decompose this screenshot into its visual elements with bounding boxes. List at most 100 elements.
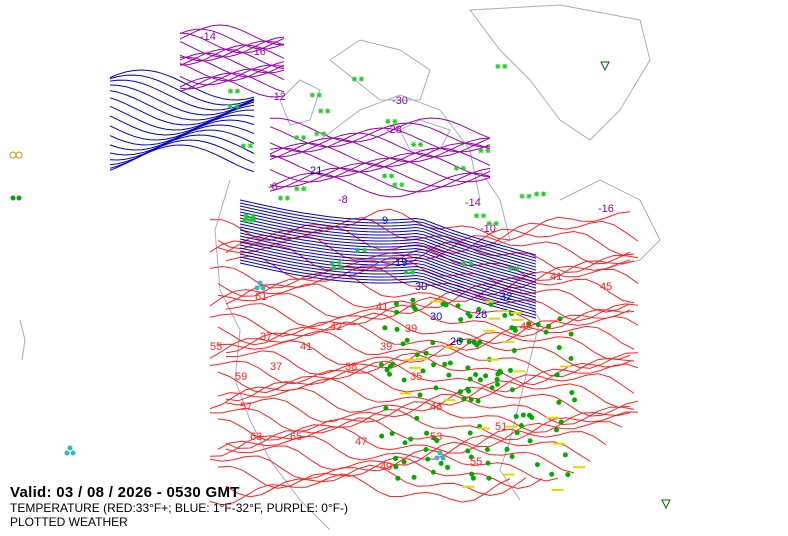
snow-icon — [519, 193, 532, 199]
hail-icon — [70, 450, 76, 456]
rain-dot-icon — [485, 460, 491, 466]
fog-icon — [546, 416, 559, 419]
cold-isotherm — [239, 241, 537, 298]
rain-dot-icon — [401, 377, 407, 383]
rain-dot-icon — [420, 368, 426, 374]
rain-dot-icon — [445, 464, 451, 470]
hail-icon — [434, 455, 440, 461]
contour-label: 30 — [415, 281, 427, 293]
rain-dot-icon — [16, 195, 22, 201]
warm-isotherm — [209, 352, 631, 386]
fog-icon — [559, 365, 572, 368]
fog-icon — [400, 392, 413, 395]
contour-label: 55 — [470, 456, 482, 468]
rain-dot-icon — [494, 381, 500, 387]
rain-dot-icon — [384, 367, 390, 373]
rain-dot-icon — [483, 373, 489, 379]
rain-dot-icon — [502, 313, 508, 319]
contour-label: -8 — [338, 194, 348, 206]
fog-icon — [486, 358, 499, 361]
rain-dot-icon — [486, 475, 492, 481]
fog-icon — [511, 318, 524, 321]
fog-icon — [430, 300, 443, 303]
cold-isotherm — [239, 208, 537, 265]
rain-dot-icon — [509, 325, 515, 331]
hail-icon — [254, 285, 260, 291]
snow-icon — [403, 269, 416, 275]
hail-icon — [440, 455, 446, 461]
contour-label: 32 — [500, 291, 512, 303]
coastline — [499, 289, 541, 501]
contour-label: 47 — [355, 436, 367, 448]
warm-isotherm — [225, 464, 527, 498]
rain-dot-icon — [557, 316, 563, 322]
snow-icon — [329, 260, 342, 266]
rain-dot-icon — [489, 385, 495, 391]
fog-icon — [572, 466, 585, 469]
frigid-isotherm — [269, 127, 491, 153]
contour-label: 19 — [395, 257, 407, 269]
snow-icon — [461, 260, 474, 266]
rain-dot-icon — [447, 360, 453, 366]
contour-label: 41 — [550, 271, 562, 283]
frigid-isotherm — [179, 76, 285, 98]
cold-isotherm — [239, 229, 537, 286]
contour-label: 28 — [475, 309, 487, 321]
warm-isotherm — [217, 409, 639, 441]
valid-time: Valid: 03 / 08 / 2026 - 0530 GMT — [10, 484, 240, 501]
frigid-isotherm — [179, 61, 285, 82]
cold-isotherm — [109, 79, 255, 111]
cold-isotherm — [239, 223, 537, 280]
snow-icon — [382, 173, 395, 179]
fog-icon — [483, 329, 496, 332]
fog-icon — [403, 358, 416, 361]
contour-label: 21 — [310, 165, 322, 177]
coastline — [19, 319, 26, 361]
rain-dot-icon — [488, 301, 494, 307]
shower-icon — [661, 499, 671, 510]
frigid-isotherm — [269, 122, 491, 148]
rain-dot-icon — [470, 475, 476, 481]
warm-isotherm — [209, 473, 511, 506]
cold-isotherm — [109, 144, 255, 173]
contour-label: 39 — [380, 341, 392, 353]
rain-dot-icon — [394, 309, 400, 315]
contour-label: 51 — [495, 421, 507, 433]
frigid-contours — [179, 24, 491, 198]
rain-dot-icon — [465, 386, 471, 392]
rain-dot-icon — [476, 306, 482, 312]
rain-dot-icon — [433, 385, 439, 391]
fog-icon — [462, 485, 475, 488]
frigid-isotherm — [179, 32, 285, 54]
rain-dot-icon — [430, 340, 436, 346]
rain-dot-icon — [494, 376, 500, 382]
rain-dot-icon — [410, 297, 416, 303]
contour-label: 26 — [450, 336, 462, 348]
cold-isotherm — [239, 226, 537, 283]
rain-dot-icon — [534, 462, 540, 468]
rain-dot-icon — [404, 337, 410, 343]
rain-dot-icon — [556, 399, 562, 405]
cold-isotherm — [109, 74, 255, 106]
hail-icon — [64, 450, 70, 456]
hail-icon — [260, 285, 266, 291]
rain-dot-icon — [392, 456, 398, 462]
cold-isotherm — [239, 211, 537, 268]
rain-dot-icon — [509, 387, 515, 393]
rain-dot-icon — [411, 304, 417, 310]
snow-icon — [331, 265, 344, 271]
rain-dot-icon — [467, 376, 473, 382]
snow-icon — [277, 195, 290, 201]
frigid-isotherm — [179, 24, 285, 46]
cold-isotherm — [109, 124, 255, 156]
cold-isotherm — [239, 202, 537, 259]
rain-dot-icon — [565, 472, 571, 478]
contour-label: -12 — [270, 91, 286, 103]
warm-isotherm — [225, 369, 635, 402]
rain-dot-icon — [383, 405, 389, 411]
contour-label: -10 — [480, 223, 496, 235]
rain-dot-icon — [504, 446, 510, 452]
snow-icon — [244, 216, 257, 222]
cold-isotherm — [239, 232, 537, 289]
